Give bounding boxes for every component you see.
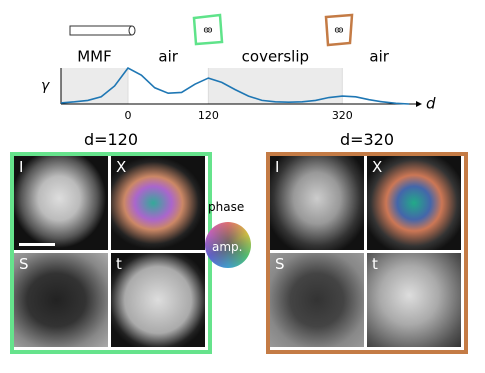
image-tile: t [111, 253, 205, 347]
tile-label: I [275, 158, 280, 176]
axis-arrow [416, 101, 422, 107]
image-tile: I [270, 156, 364, 250]
svg-text:ꙭ: ꙭ [203, 26, 212, 36]
tile-label: I [19, 158, 24, 176]
image-tile: t [367, 253, 461, 347]
x-tick-label: 120 [198, 109, 219, 122]
image-tile: S [270, 253, 364, 347]
region-label: MMF [77, 48, 112, 66]
phase-label: phase [208, 200, 245, 214]
image-tile: S [14, 253, 108, 347]
image-tile: X [111, 156, 205, 250]
image-tile: X [367, 156, 461, 250]
x-tick-label: 0 [124, 109, 131, 122]
region-label: air [369, 48, 389, 66]
x-axis-label: d [426, 95, 436, 113]
x-tick-label: 320 [332, 109, 353, 122]
y-axis-label: γ [41, 78, 50, 94]
svg-text:ꙭ: ꙭ [334, 26, 343, 36]
coverslip-icon-green: ꙭ [192, 13, 224, 46]
tile-label: S [275, 255, 285, 273]
panel-title: d=120 [83, 130, 139, 149]
region-label: air [158, 48, 178, 66]
tile-label: t [372, 255, 378, 273]
tile-label: t [116, 255, 122, 273]
profile-line [60, 66, 410, 105]
tile-label: X [372, 158, 383, 176]
tile-label: S [19, 255, 29, 273]
panel-title: d=320 [339, 130, 395, 149]
color-wheel [205, 222, 251, 268]
scale-bar [19, 243, 55, 246]
coverslip-icon-orange: ꙭ [324, 13, 354, 47]
profile-plot: ꙭ ꙭ MMF air coverslip air 0 120 320 d γ [41, 13, 436, 122]
tile-label: X [116, 158, 127, 176]
fiber-icon [69, 25, 136, 36]
amp-label: amp. [212, 240, 243, 254]
image-tile: I [14, 156, 108, 250]
region-shade [208, 68, 343, 104]
region-label: coverslip [242, 48, 309, 66]
